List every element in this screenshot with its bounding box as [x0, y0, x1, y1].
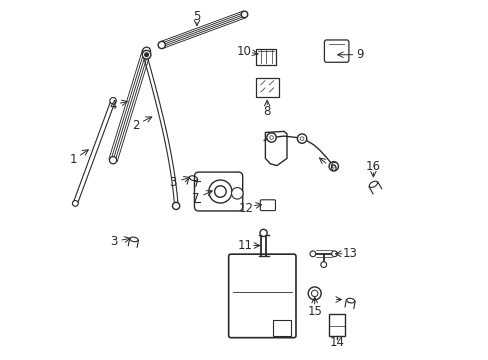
Text: 14: 14 [329, 336, 344, 349]
Circle shape [266, 133, 276, 142]
Text: 11: 11 [237, 239, 252, 252]
Circle shape [320, 262, 326, 267]
Text: 3: 3 [110, 235, 118, 248]
Circle shape [307, 287, 321, 300]
Circle shape [260, 229, 266, 237]
Text: 16: 16 [365, 160, 380, 173]
Text: 4: 4 [109, 99, 117, 112]
Circle shape [241, 11, 247, 18]
Circle shape [331, 165, 335, 168]
Circle shape [269, 136, 273, 139]
Circle shape [142, 47, 150, 55]
Circle shape [172, 202, 179, 210]
Circle shape [309, 251, 315, 257]
Circle shape [300, 137, 303, 140]
Circle shape [208, 180, 231, 203]
Circle shape [142, 50, 151, 59]
Text: 12: 12 [238, 202, 253, 215]
Circle shape [231, 188, 243, 199]
Text: 7: 7 [192, 192, 199, 205]
Circle shape [72, 201, 78, 206]
Text: 6: 6 [328, 161, 336, 174]
Circle shape [311, 290, 317, 297]
Circle shape [328, 162, 338, 171]
Text: 5: 5 [193, 10, 200, 23]
Text: 1: 1 [70, 153, 77, 166]
Text: 15: 15 [306, 305, 322, 318]
Text: 10: 10 [237, 45, 251, 58]
Text: 8: 8 [263, 105, 270, 118]
Circle shape [110, 98, 116, 104]
Text: 3: 3 [169, 176, 177, 189]
Text: 2: 2 [132, 119, 139, 132]
Text: 13: 13 [342, 247, 356, 260]
Text: 9: 9 [356, 48, 364, 61]
Circle shape [109, 157, 117, 164]
Circle shape [297, 134, 306, 143]
Circle shape [331, 251, 337, 257]
Circle shape [144, 53, 148, 57]
Circle shape [214, 186, 225, 197]
Circle shape [158, 41, 165, 49]
